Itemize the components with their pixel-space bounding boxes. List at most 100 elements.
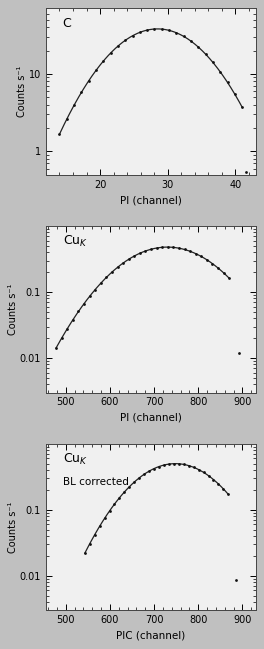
Y-axis label: Counts s⁻¹: Counts s⁻¹ [17,66,27,117]
Point [204,49,208,59]
Point [60,333,64,343]
Point [152,24,157,34]
Point [216,263,220,273]
Point [177,243,181,253]
Text: C: C [63,17,72,30]
Point [233,89,237,99]
Point [187,460,191,471]
Point [54,343,58,353]
Point [71,315,75,325]
Point [93,284,97,295]
Point [174,28,178,38]
Point [211,474,216,485]
Point [216,479,220,489]
Point [221,267,226,278]
Point [123,35,127,45]
Point [199,251,203,262]
Point [172,458,176,469]
Point [201,467,206,478]
Point [130,31,135,41]
Point [109,48,113,58]
Point [99,278,103,288]
Point [137,472,141,483]
Point [194,249,198,259]
Point [182,31,186,42]
Point [237,348,242,358]
Point [189,36,193,46]
Point [167,25,171,36]
Point [145,25,149,35]
Point [205,254,209,265]
Point [132,477,136,487]
Y-axis label: Counts s⁻¹: Counts s⁻¹ [8,501,18,553]
Point [138,27,142,38]
Point [121,258,125,268]
Point [143,246,148,256]
Point [188,246,192,256]
Point [210,258,215,269]
Point [76,306,81,317]
Point [221,484,225,494]
Point [132,251,136,261]
Text: BL corrected: BL corrected [63,477,129,487]
Point [196,42,200,53]
Point [218,67,222,77]
Point [72,100,76,110]
Point [226,489,230,500]
Point [110,267,114,277]
Point [115,262,120,273]
Point [102,513,107,524]
Point [177,459,181,469]
Point [154,243,159,253]
Y-axis label: Counts s⁻¹: Counts s⁻¹ [8,284,18,335]
Point [206,471,211,481]
Point [196,465,201,475]
Point [240,102,244,112]
Point [166,242,170,252]
Point [138,248,142,258]
Point [94,65,98,75]
Point [192,462,196,472]
Point [160,24,164,34]
Point [107,506,112,516]
Point [88,539,92,549]
Point [104,272,109,282]
X-axis label: PI (channel): PI (channel) [120,413,182,423]
Point [162,460,166,471]
Point [112,499,117,509]
Point [142,469,146,480]
Point [101,56,105,66]
Text: $\mathrm{Cu}_{K}$: $\mathrm{Cu}_{K}$ [63,452,88,467]
Point [243,166,248,177]
Point [116,41,120,51]
Point [126,254,131,265]
Point [225,77,230,88]
Point [160,242,164,252]
Point [182,459,186,470]
Point [93,530,97,540]
Point [157,461,161,472]
Point [117,493,121,503]
Point [97,521,102,532]
Point [83,548,87,558]
Point [182,244,187,254]
Point [82,299,86,309]
Point [65,114,69,124]
Point [65,323,69,334]
Point [152,463,156,474]
Text: $\mathrm{Cu}_{K}$: $\mathrm{Cu}_{K}$ [63,234,88,249]
Point [147,466,151,476]
Point [211,57,215,67]
X-axis label: PI (channel): PI (channel) [120,195,182,205]
Point [234,575,238,585]
Point [87,291,92,302]
Point [127,482,131,492]
Point [79,87,83,97]
Point [167,459,171,469]
Point [149,244,153,254]
X-axis label: PIC (channel): PIC (channel) [116,631,185,641]
Point [227,273,231,284]
Point [122,487,126,497]
Point [57,129,62,140]
Point [171,242,176,252]
